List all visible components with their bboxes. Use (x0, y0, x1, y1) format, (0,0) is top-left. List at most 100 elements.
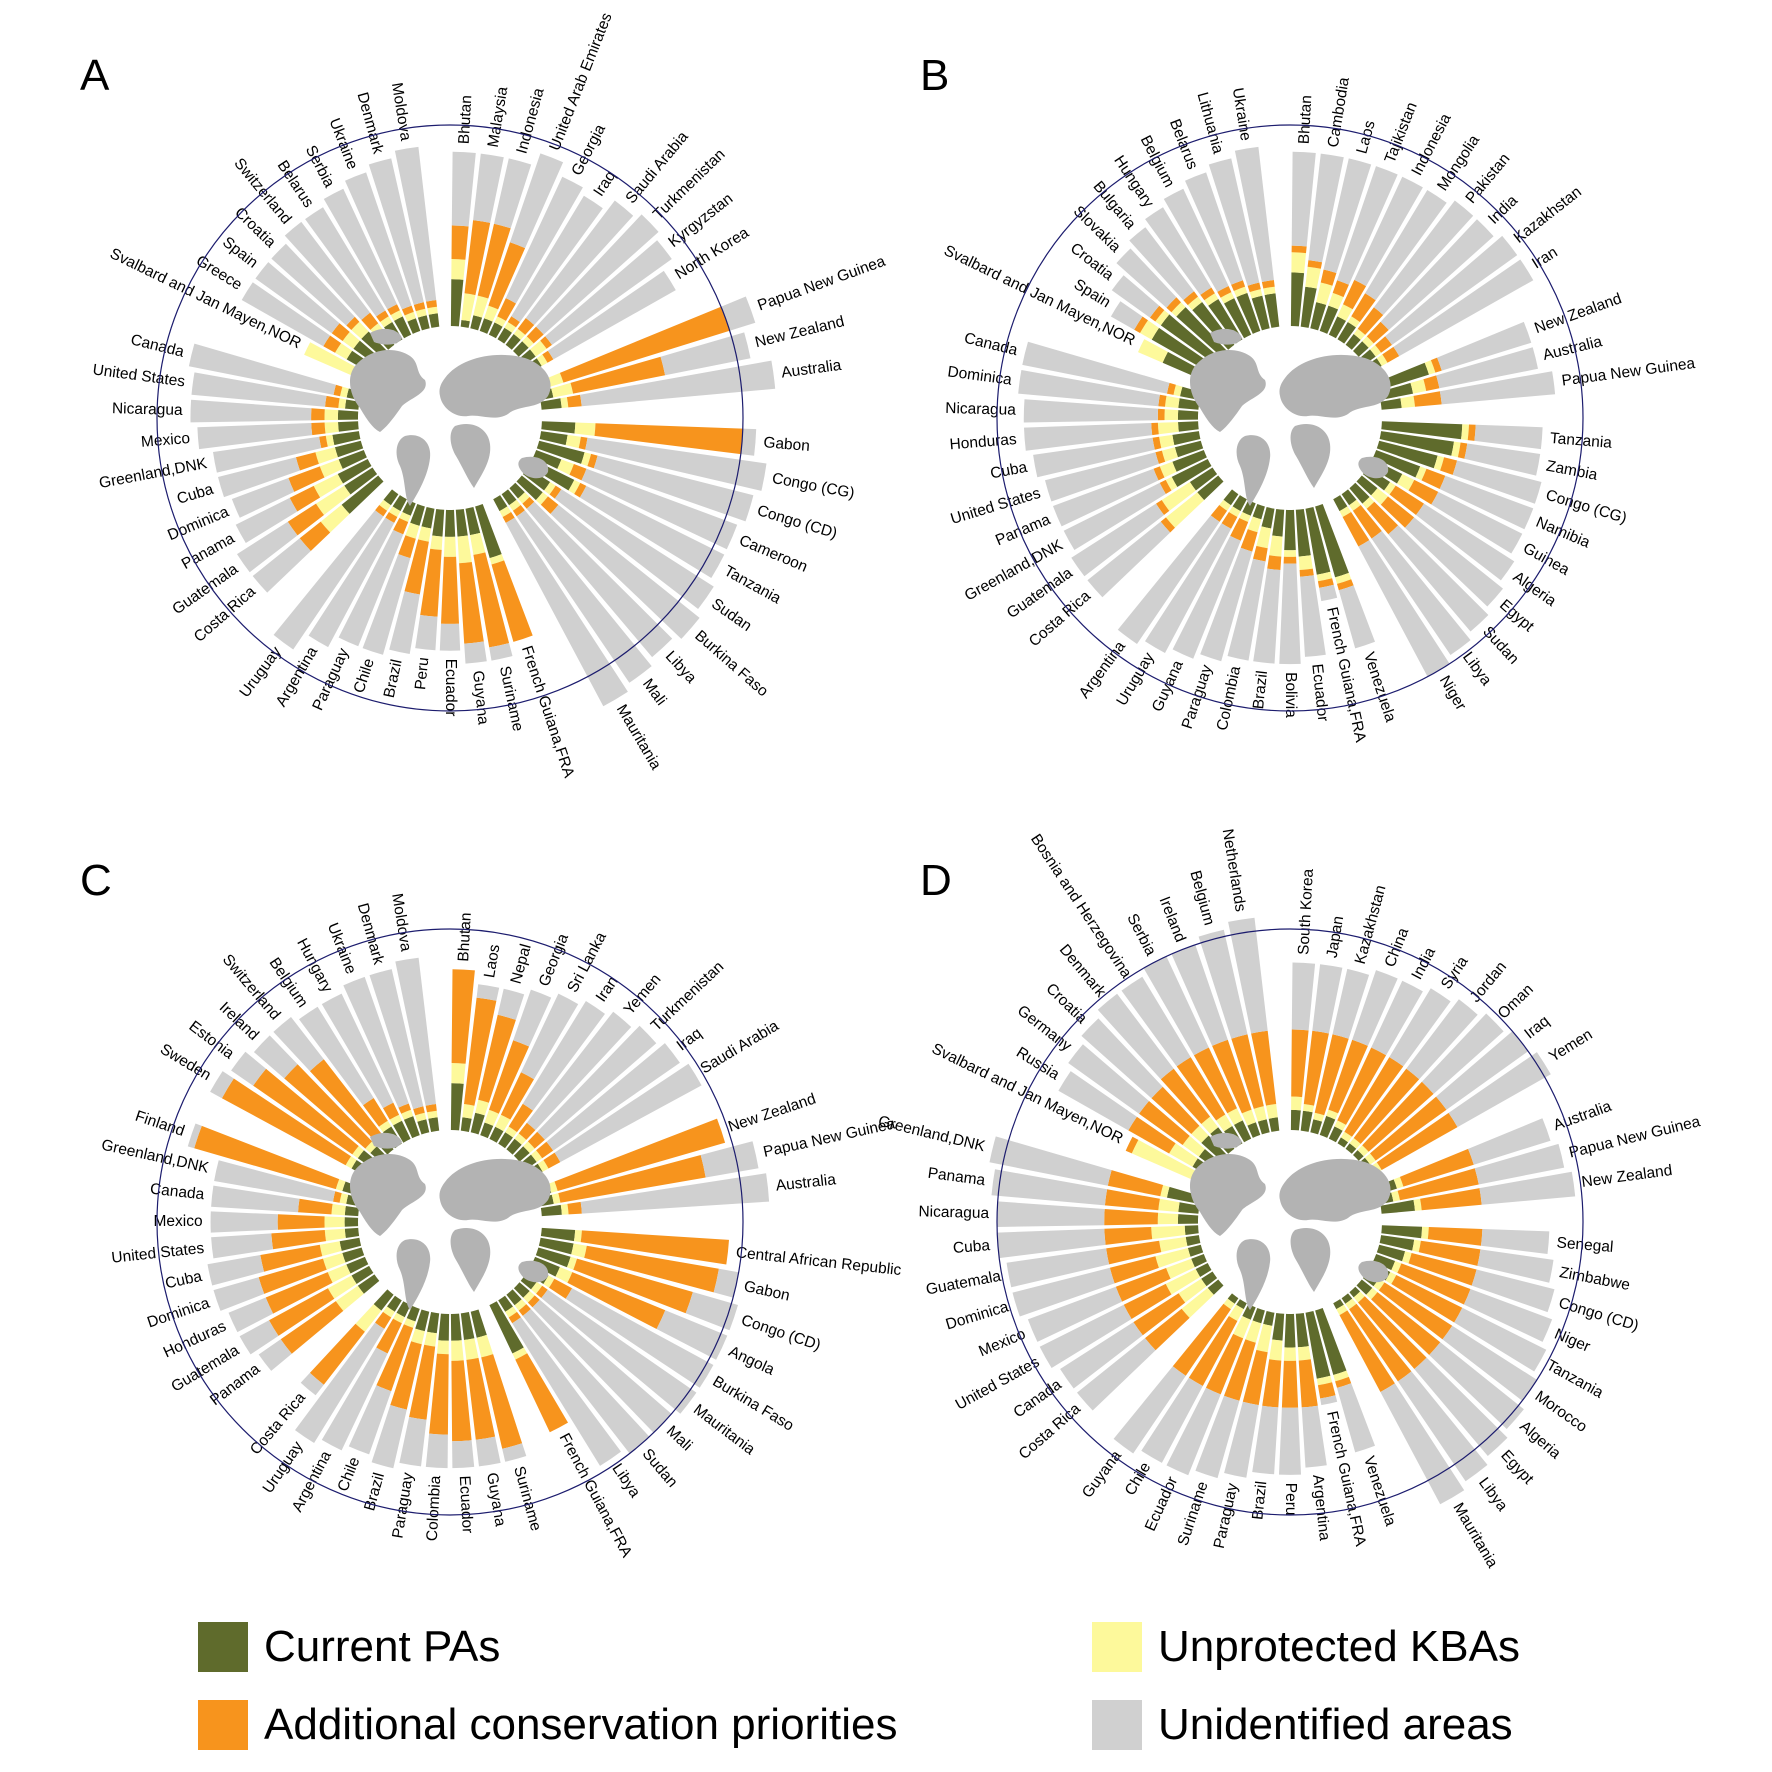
bar-segment-unprotected (379, 1120, 392, 1133)
bar-segment-additional (1104, 1189, 1160, 1211)
bar-segment-unprotected (567, 1256, 577, 1270)
bar-segment-unprotected (1151, 1225, 1186, 1240)
bar-segment-additional (409, 1344, 436, 1420)
bar-segment-current (1379, 431, 1454, 456)
country-label: Moldova (388, 892, 414, 953)
bar-segment-additional (526, 326, 544, 344)
bar-segment-unidentified (1464, 443, 1541, 476)
country-label: Paraguay (1211, 1481, 1242, 1550)
country-label: Central African Republic (735, 1244, 902, 1279)
bar-segment-unprotected (514, 1299, 527, 1311)
bar-belarus (1185, 172, 1261, 334)
bar-segment-unprotected (323, 1253, 346, 1270)
country-label: Estonia (186, 1018, 238, 1063)
bar-segment-additional (277, 1214, 325, 1230)
bar-argentina (321, 1301, 411, 1451)
bar-costa-rica (1087, 475, 1224, 598)
bar-segment-current (455, 509, 468, 537)
bar-segment-additional (393, 518, 409, 535)
bar-segment-current (432, 509, 445, 537)
bar-segment-unprotected (388, 506, 401, 517)
bar-segment-unprotected (401, 1109, 414, 1120)
bar-segment-unidentified (323, 188, 397, 310)
country-label: Iran (593, 973, 622, 1005)
bar-segment-additional (288, 466, 325, 492)
bar-segment-current (345, 399, 360, 410)
country-label: Tajikistan (1382, 100, 1421, 166)
bar-segment-additional (311, 422, 326, 436)
bar-ukraine (1234, 146, 1280, 328)
bar-segment-unidentified (991, 1169, 1108, 1206)
bar-segment-current (1315, 504, 1349, 578)
bar-segment-additional (425, 1104, 437, 1113)
bar-segment-additional (464, 220, 491, 296)
bar-segment-additional (1430, 357, 1442, 373)
bar-segment-unprotected (1433, 455, 1445, 471)
bar-segment-unidentified (241, 282, 331, 347)
bar-segment-current (394, 316, 412, 339)
bar-segment-unprotected (1249, 289, 1263, 299)
country-label: Suriname (1175, 1480, 1212, 1548)
bar-segment-additional (1200, 287, 1215, 301)
bar-segment-current (1319, 305, 1339, 334)
panel-label: C (80, 856, 112, 905)
country-label: Brazil (1249, 1480, 1270, 1520)
bar-guatemala (237, 467, 378, 573)
bar-cuba (997, 1225, 1199, 1259)
bar-segment-additional (1231, 280, 1246, 291)
bar-segment-current (493, 495, 508, 512)
bar-germany (1068, 1044, 1221, 1169)
bar-segment-unidentified (1234, 146, 1274, 282)
bar-segment-unidentified (211, 1233, 273, 1259)
bar-segment-additional (451, 1360, 472, 1442)
country-label: Paraguay (389, 1471, 417, 1539)
bar-segment-unprotected (475, 1099, 489, 1116)
bar-segment-unidentified (1228, 917, 1268, 1034)
country-label: South Korea (1295, 868, 1317, 955)
bar-segment-unprotected (1337, 304, 1353, 321)
bar-panama (235, 459, 372, 543)
bar-segment-current (1353, 1150, 1364, 1161)
bar-segment-additional (1176, 1057, 1226, 1121)
bar-segment-additional (1397, 1168, 1479, 1201)
bar-segment-current (1189, 467, 1218, 491)
bar-angola (531, 1256, 728, 1360)
bar-segment-additional (309, 1323, 365, 1385)
bar-segment-unidentified (1141, 1377, 1203, 1463)
bar-dominica (213, 1247, 365, 1311)
bar-segment-additional (1389, 485, 1424, 515)
bar-segment-unidentified (1171, 944, 1228, 1046)
bar-segment-unidentified (1393, 259, 1534, 357)
country-label: Kazakhstan (1352, 883, 1390, 966)
bar-segment-unprotected (351, 321, 369, 339)
bar-segment-unprotected (393, 1312, 405, 1324)
bar-segment-additional (500, 1072, 534, 1120)
bar-segment-unprotected (324, 1228, 346, 1242)
bar-nicaragua (996, 1201, 1199, 1227)
bar-segment-unidentified (505, 517, 628, 707)
country-label: Senegal (1556, 1234, 1614, 1256)
bar-segment-unidentified (284, 221, 371, 320)
bar-brazil (1253, 509, 1285, 664)
bar-sudan (506, 1289, 650, 1454)
bar-guatemala (239, 1265, 374, 1355)
bar-segment-unidentified (399, 1417, 427, 1467)
bar-segment-current (475, 504, 502, 559)
bar-segment-current (1172, 450, 1207, 472)
bar-segment-additional (527, 1295, 540, 1308)
bar-segment-additional (1358, 1296, 1427, 1369)
bar-segment-unidentified (1033, 437, 1155, 478)
bar-bolivia (1279, 509, 1301, 665)
country-label: Ecuador (1308, 663, 1331, 722)
bar-canada (1022, 341, 1202, 401)
bar-segment-additional (1123, 1283, 1172, 1319)
country-label: Mauritania (613, 702, 665, 773)
country-label: Venezuela (1360, 1454, 1399, 1528)
bar-segment-unidentified (415, 615, 438, 651)
bar-segment-additional (376, 1324, 414, 1392)
country-label: Tanzania (721, 563, 784, 608)
country-label: Brazil (381, 658, 406, 699)
bar-segment-unidentified (305, 207, 386, 317)
bar-segment-additional (1351, 293, 1376, 322)
bar-segment-unprotected (551, 1193, 561, 1204)
